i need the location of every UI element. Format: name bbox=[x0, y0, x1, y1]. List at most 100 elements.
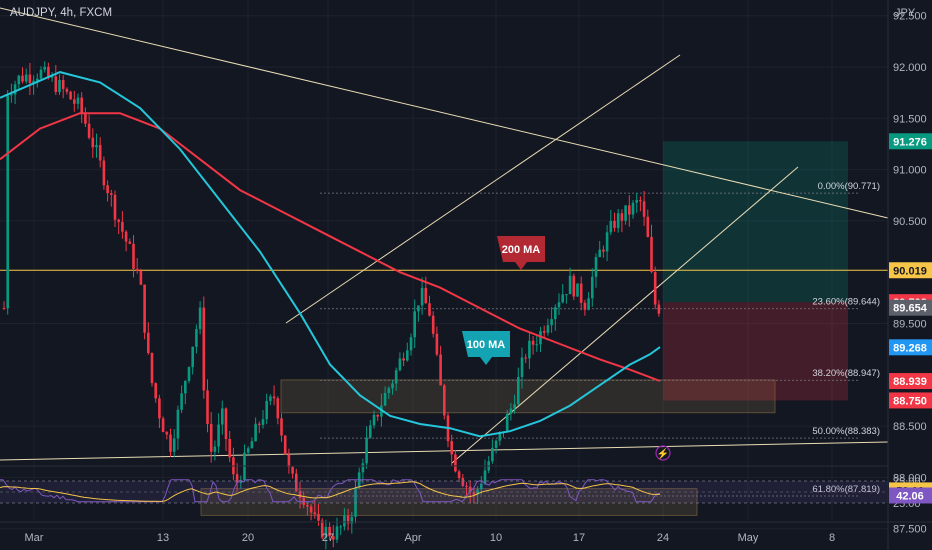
candle-body bbox=[365, 437, 368, 464]
candle-body bbox=[239, 480, 243, 483]
ma-100-line bbox=[0, 71, 661, 438]
candles bbox=[2, 61, 661, 550]
candle-body bbox=[61, 80, 65, 89]
candle-body bbox=[73, 99, 76, 104]
rsi-pane bbox=[0, 479, 888, 504]
candle-body bbox=[539, 331, 542, 345]
candle-body bbox=[50, 76, 54, 78]
price-tag bbox=[889, 299, 932, 316]
candle-body bbox=[206, 390, 209, 424]
candle-body bbox=[568, 275, 572, 295]
candle-body bbox=[228, 439, 231, 458]
candle-body bbox=[528, 340, 531, 359]
candle-body bbox=[80, 97, 83, 113]
x-tick-label: 10 bbox=[490, 532, 502, 544]
candle-body bbox=[531, 340, 535, 345]
x-tick-label: 8 bbox=[829, 532, 835, 544]
candle-body bbox=[76, 97, 80, 104]
candle-body bbox=[472, 492, 476, 495]
candle-body bbox=[598, 249, 601, 258]
candle-body bbox=[135, 268, 139, 271]
candle-body bbox=[132, 243, 135, 269]
candle-body bbox=[313, 512, 317, 514]
candle-body bbox=[616, 213, 620, 228]
candle-body bbox=[283, 435, 287, 455]
ma-200-line bbox=[0, 112, 661, 382]
candle-body bbox=[513, 404, 516, 409]
price-tag bbox=[889, 262, 932, 279]
candle-body bbox=[69, 91, 72, 100]
candle-body bbox=[609, 220, 613, 233]
candle-body bbox=[435, 333, 439, 355]
price-tag-label: 91.276 bbox=[893, 136, 927, 148]
moving-averages bbox=[0, 71, 661, 438]
price-tag bbox=[889, 373, 932, 390]
x-tick-label: 27 bbox=[322, 532, 334, 544]
candle-body bbox=[572, 275, 576, 297]
candle-body bbox=[376, 414, 379, 417]
candle-body bbox=[480, 483, 483, 490]
candle-body bbox=[272, 396, 276, 399]
candle-body bbox=[180, 393, 183, 410]
candle-body bbox=[221, 408, 224, 425]
candle-body bbox=[461, 478, 465, 486]
candle-body bbox=[43, 66, 46, 70]
price-tag-label: 88.750 bbox=[893, 395, 927, 407]
candle-body bbox=[346, 515, 350, 524]
candle-body bbox=[124, 231, 128, 242]
x-tick-label: Mar bbox=[25, 532, 44, 544]
candle-body bbox=[332, 536, 335, 540]
y-tick-label: 91.500 bbox=[893, 113, 927, 125]
candle-body bbox=[250, 441, 254, 449]
candle-body bbox=[542, 331, 546, 333]
candle-body bbox=[554, 307, 557, 320]
price-tag-label: 90.019 bbox=[893, 265, 927, 277]
candle-body bbox=[98, 145, 102, 161]
candle-body bbox=[454, 454, 457, 472]
rsi-value-tag bbox=[889, 487, 932, 504]
candle-body bbox=[653, 272, 657, 305]
candle-body bbox=[265, 400, 268, 420]
candle-body bbox=[21, 75, 24, 82]
x-tick-label: 17 bbox=[573, 532, 585, 544]
candle-body bbox=[398, 358, 402, 371]
candle-body bbox=[13, 84, 17, 95]
price-tag-label: 89.654 bbox=[893, 303, 928, 315]
candle-body bbox=[191, 346, 194, 368]
fib-level-label: 61.80%(87.819) bbox=[812, 484, 880, 495]
candle-body bbox=[417, 305, 420, 312]
candle-body bbox=[639, 200, 642, 202]
candle-body bbox=[583, 302, 587, 310]
supply-zone-upper bbox=[280, 379, 776, 414]
grid bbox=[0, 0, 888, 530]
candle-body bbox=[646, 216, 650, 237]
candle-body bbox=[187, 367, 191, 381]
lightning-icon bbox=[655, 445, 671, 461]
candle-body bbox=[439, 354, 442, 386]
candle-body bbox=[372, 414, 376, 426]
candle-body bbox=[172, 438, 176, 452]
candle-body bbox=[165, 432, 169, 435]
candle-body bbox=[602, 249, 605, 252]
candle-body bbox=[128, 241, 132, 244]
candle-body bbox=[457, 471, 461, 479]
candle-body bbox=[17, 75, 21, 85]
x-tick-label: 20 bbox=[242, 532, 254, 544]
candle-body bbox=[576, 283, 579, 297]
candle-body bbox=[324, 526, 328, 538]
candle-body bbox=[468, 486, 472, 493]
candle-body bbox=[202, 307, 206, 391]
candle-body bbox=[269, 396, 272, 401]
candle-body bbox=[280, 418, 283, 436]
candle-body bbox=[387, 388, 391, 394]
fib-level-label: 50.00%(88.383) bbox=[812, 426, 880, 437]
candle-body bbox=[328, 526, 331, 537]
candle-body bbox=[509, 408, 513, 414]
candle-body bbox=[465, 485, 468, 487]
candle-body bbox=[642, 201, 646, 217]
channel-upper-line bbox=[285, 54, 681, 324]
candle-body bbox=[102, 160, 106, 186]
candle-body bbox=[620, 213, 624, 221]
